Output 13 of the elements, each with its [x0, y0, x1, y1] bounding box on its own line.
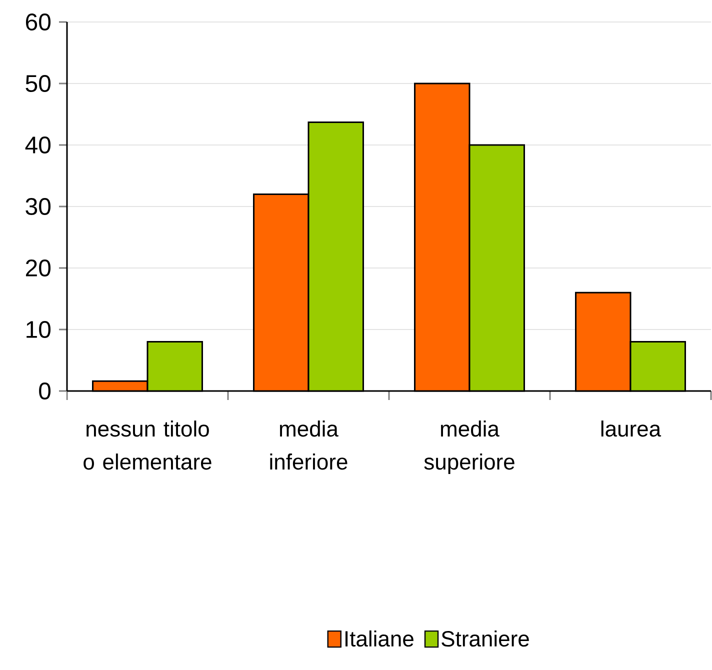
legend-label: Italiane: [345, 630, 414, 647]
y-tick-label: 60: [26, 14, 51, 30]
y-tick-label: 40: [25, 136, 51, 154]
y-tick-label: 50: [26, 75, 51, 92]
x-tick-label: nessun titolo o elementare: [84, 420, 212, 470]
y-tick-label: 30: [26, 198, 51, 215]
x-tick-label: media inferiore: [270, 420, 348, 470]
legend-label: Straniere: [442, 630, 529, 647]
x-tick-label: laurea: [601, 420, 662, 437]
y-tick-label: 20: [26, 260, 51, 276]
x-tick-label: media superiore: [424, 420, 514, 474]
y-tick-label: 10: [26, 321, 51, 338]
y-tick-label: 0: [39, 382, 51, 400]
